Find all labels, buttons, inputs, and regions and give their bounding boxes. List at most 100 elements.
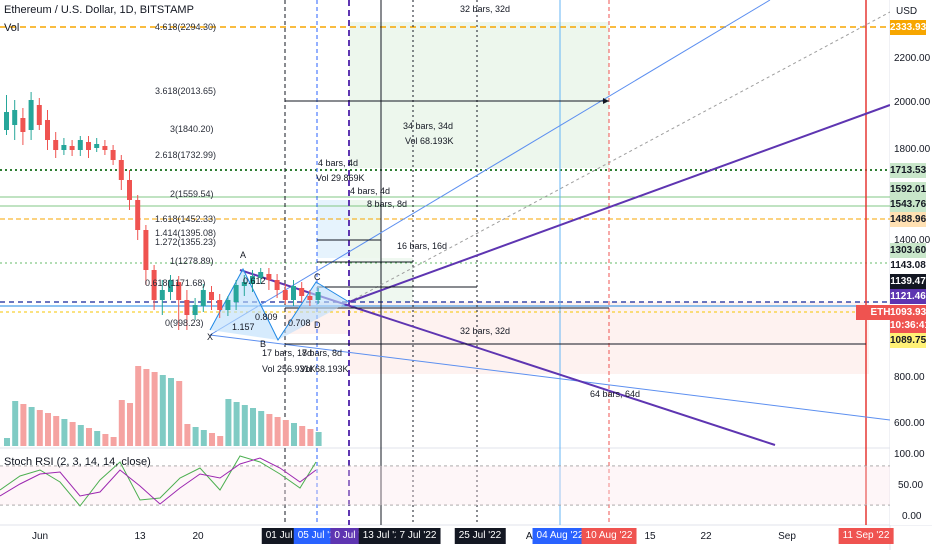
stoch-tick: 100.00 [894,449,925,460]
pattern-point-x: X [207,332,214,342]
fib-level: 0.618(1171.68) [145,278,206,288]
price-tag: 2333.93 [890,20,927,35]
bars-label: 8 bars, 8d [302,348,343,358]
price-tag: 1143.08 [890,258,926,273]
volume-bar [200,430,207,446]
candle-body [45,120,50,140]
measure-zone-34 [349,22,609,168]
ratio-label: 0.708 [288,318,311,328]
candle-body [266,274,272,280]
volume-bar [135,366,142,446]
price-tag: 1713.53 [890,163,927,178]
volume-bar [209,433,215,446]
vol-measure-label: Vol 68.193K [300,364,349,374]
ratio-label: 0.809 [255,312,278,322]
pattern-point-a: A [240,250,247,260]
volume-bar [151,372,158,446]
bars-label: 17 bars, 17d [262,348,313,358]
candle-body [184,300,190,315]
candle-body [225,300,231,310]
volume-bar [127,403,133,446]
bars-label: 32 bars, 32d [460,4,511,14]
fib-level: 4.618(2294.30) [155,22,217,32]
volume-bar [250,408,256,446]
time-tick: 20 [192,531,204,542]
candle-body [159,290,165,300]
bars-label: 4 bars, 4d [318,158,359,168]
volume-bar [217,436,224,446]
candle-body [307,296,313,300]
time-tick: Jun [31,531,49,542]
candle-body [241,282,247,286]
candle-body [36,105,42,125]
currency-label: USD [896,6,918,17]
fib-level: 3.618(2013.65) [155,86,217,96]
candle-body [86,142,91,150]
volume-bar [184,424,191,446]
candle-body [274,280,280,290]
price-tag: 1592.01 [890,182,927,197]
pattern-point-b: B [260,339,267,349]
candle-body [233,285,239,302]
price-tag: 1543.76 [890,197,927,212]
stoch-rsi-label[interactable]: Stoch RSI (2, 3, 14, 14, close) [4,456,151,468]
volume-bar [282,420,289,446]
volume-label: Vol [4,22,20,34]
candle-body [151,270,157,300]
candle-body [61,145,67,150]
candle-body [143,230,149,270]
candle-body [20,118,26,132]
fib-level: 1.272(1355.23) [155,237,217,247]
volume-bar [45,413,51,446]
volume-bar [307,429,314,446]
candle-body [102,146,108,150]
symbol-title[interactable]: Ethereum / U.S. Dollar, 1D, BITSTAMP [4,4,194,16]
time-tick: Au [526,531,538,542]
price-axis[interactable]: USD 2200.00 2000.00 1800.00 1400.00 800.… [856,0,932,525]
candle-body [4,112,9,130]
price-tag: 1139.47 [890,274,926,289]
volume-bar [168,378,174,446]
price-tick: 800.00 [894,372,925,383]
volume-bar [266,414,273,446]
price-tick: 600.00 [894,418,925,429]
volume-series [4,366,322,446]
volume-bar [61,419,68,446]
candle-series [4,92,321,330]
vol-measure-label: Vol 256.931K [262,364,316,374]
candle-body [282,290,288,300]
date-tag: 7 Jul '22 [395,528,441,544]
stoch-tick: 0.00 [902,511,922,522]
candle-body [192,305,198,315]
volume-bar [77,425,84,446]
fib-level: 2(1559.54) [170,189,214,199]
volume-bar [102,434,109,446]
volume-bar [4,438,10,446]
bars-label: 64 bars, 64d [590,389,641,399]
volume-bar [110,437,117,446]
volume-bar [94,431,101,446]
volume-bar [258,411,265,446]
vol-measure-label: Vol 68.193K [405,136,454,146]
volume-bar [315,432,322,446]
date-tag: 11 Sep '22 [838,528,894,544]
time-axis[interactable]: Jun 13 20 Au 15 22 Sep [0,526,890,550]
time-tick: 22 [700,531,712,542]
candle-body [127,180,132,200]
price-tag: 1121.46 [890,289,926,304]
candle-body [77,140,83,150]
candle-body [258,272,264,278]
volume-bar [69,422,76,446]
time-tick: Sep [778,531,796,542]
date-tag: 25 Jul '22 [454,528,506,544]
ratio-label: 0.612 [243,276,266,286]
candle-body [118,160,124,180]
fib-level: 1(1278.89) [170,256,214,266]
candle-body [168,280,173,292]
bars-label: 4 bars, 4d [350,186,391,196]
stoch-k-line [0,455,317,507]
ratio-label: 1.157 [232,322,255,332]
price-tick: 1800.00 [894,144,931,155]
bars-label: 16 bars, 16d [397,241,448,251]
